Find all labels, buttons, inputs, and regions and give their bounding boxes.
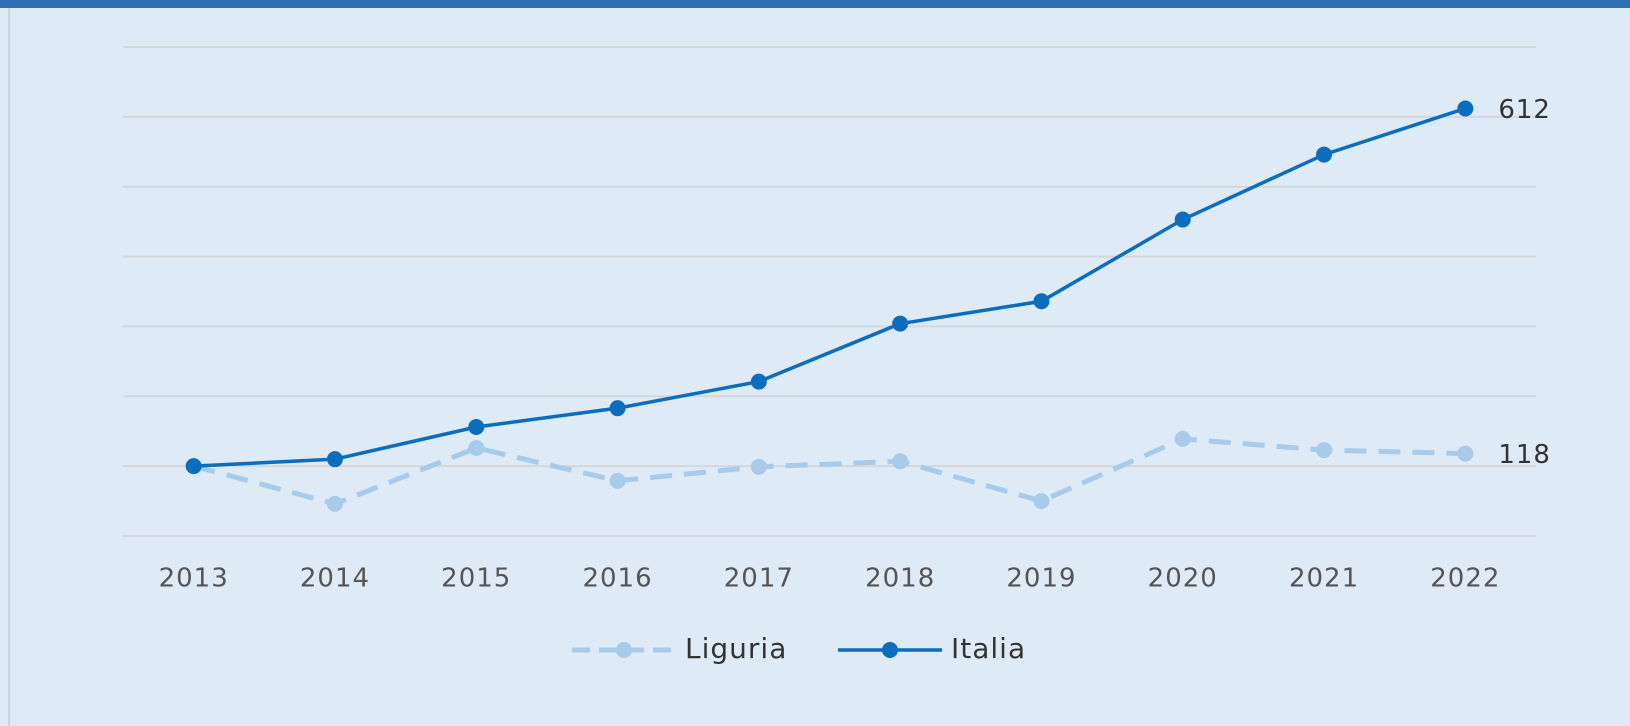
point (609, 400, 626, 417)
x-tick-label: 2014 (300, 564, 370, 594)
top-border (0, 0, 1630, 8)
end-value-label: 612 (1498, 95, 1551, 125)
series-line (193, 436, 1466, 507)
point (750, 458, 767, 475)
end-value-label: 118 (1498, 440, 1551, 470)
point (1033, 493, 1050, 510)
x-tick-label: 2016 (582, 564, 652, 594)
x-tick-label: 2017 (724, 564, 794, 594)
left-border (8, 8, 10, 726)
point (1316, 442, 1333, 459)
point (185, 458, 202, 475)
series-line (193, 106, 1466, 468)
legend-marker (616, 642, 632, 658)
point (892, 315, 909, 332)
point (468, 439, 485, 456)
point (609, 472, 626, 489)
x-tick-label: 2022 (1430, 564, 1500, 594)
legend-label: Liguria (685, 632, 787, 665)
legend-label: Italia (951, 632, 1026, 665)
x-tick-label: 2015 (441, 564, 511, 594)
point (1316, 146, 1333, 163)
x-tick-label: 2018 (865, 564, 935, 594)
point (1174, 211, 1191, 228)
point (1174, 430, 1191, 447)
point (1457, 100, 1474, 117)
x-tick-label: 2021 (1289, 564, 1359, 594)
legend-marker (882, 642, 898, 658)
point (750, 373, 767, 390)
x-tick-label: 2019 (1006, 564, 1076, 594)
point (1033, 293, 1050, 310)
point (326, 451, 343, 468)
x-tick-label: 2013 (159, 564, 229, 594)
point (1457, 445, 1474, 462)
x-tick-label: 2020 (1148, 564, 1218, 594)
point (892, 453, 909, 470)
point (468, 419, 485, 436)
point (326, 495, 343, 512)
